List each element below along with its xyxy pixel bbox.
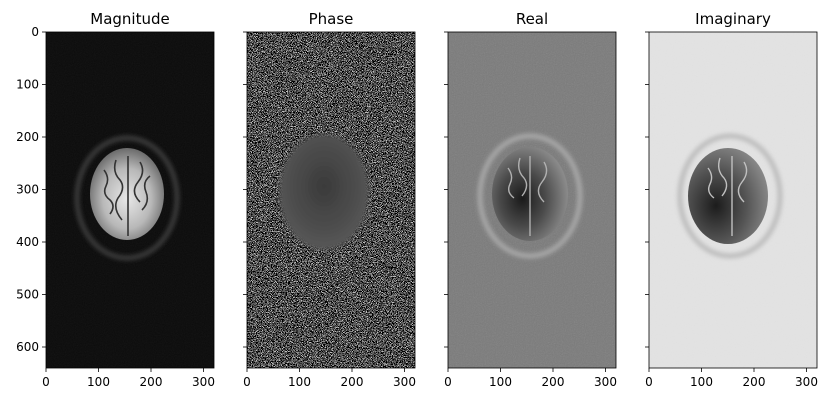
y-tick-label: 400 (16, 235, 39, 249)
x-tick-label: 200 (743, 375, 766, 389)
x-tick-label: 300 (192, 375, 215, 389)
x-tick-label: 0 (243, 375, 251, 389)
panel-title: Magnitude (90, 10, 169, 28)
x-tick-label: 100 (690, 375, 713, 389)
x-tick-label: 300 (795, 375, 818, 389)
panel-title: Imaginary (695, 10, 771, 28)
y-tick-label: 500 (16, 288, 39, 302)
x-tick-label: 300 (594, 375, 617, 389)
y-tick-label: 300 (16, 183, 39, 197)
panel-real (448, 32, 616, 368)
x-tick-label: 0 (645, 375, 653, 389)
panel-phase (247, 32, 415, 368)
panel-magnitude (46, 32, 214, 368)
panel-title: Real (516, 10, 548, 28)
x-tick-label: 100 (288, 375, 311, 389)
x-tick-label: 100 (489, 375, 512, 389)
x-tick-label: 0 (444, 375, 452, 389)
x-tick-label: 300 (393, 375, 416, 389)
y-tick-label: 100 (16, 78, 39, 92)
x-tick-label: 200 (341, 375, 364, 389)
y-tick-label: 600 (16, 340, 39, 354)
panel-imaginary (649, 32, 817, 368)
x-tick-label: 0 (42, 375, 50, 389)
panel-title: Phase (309, 10, 354, 28)
x-tick-label: 200 (140, 375, 163, 389)
y-tick-label: 0 (31, 25, 39, 39)
y-tick-label: 200 (16, 130, 39, 144)
x-tick-label: 200 (542, 375, 565, 389)
axes-ticks: 0 100 200 300 0 100 200 300 400 500 600 0 100 200 300 0… (16, 25, 818, 389)
x-tick-label: 100 (87, 375, 110, 389)
